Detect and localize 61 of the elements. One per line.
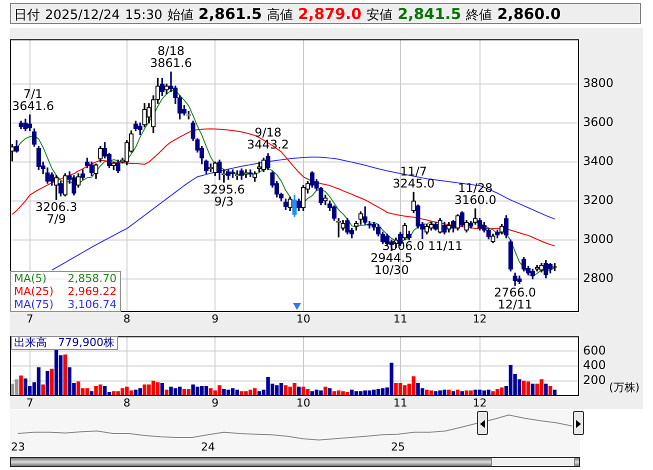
bar: [50, 368, 54, 396]
annotation: 2766.0 12/11: [494, 286, 536, 312]
bar: [54, 349, 58, 396]
chart-title: 出来高 779,900株: [11, 336, 118, 350]
x-tick-label: 8: [123, 312, 130, 326]
y-tick-label: 3000: [583, 232, 614, 246]
y-tick-label: 3200: [583, 193, 614, 208]
bar: [36, 367, 40, 396]
bar: [63, 354, 67, 396]
bar: [412, 376, 416, 396]
x-tick-label: 8: [123, 396, 130, 410]
bar: [394, 382, 398, 396]
x-tick-label: 12: [472, 396, 487, 410]
annotation: 2944.5 10/30: [370, 250, 413, 277]
bar: [19, 375, 23, 396]
text: MA(25): [14, 285, 54, 298]
annotation: 8/18 3861.6: [150, 44, 192, 70]
bar: [222, 388, 226, 396]
bar: [24, 378, 28, 396]
x-tick-label: 7: [26, 312, 34, 326]
y-tick-label: 600: [583, 343, 606, 358]
annotation: 7/1 3641.6: [12, 87, 54, 114]
annotation: 3206.3 7/9: [35, 200, 78, 226]
text: MA(5): [14, 272, 47, 285]
annotation: 2,969.22: [68, 285, 117, 298]
x-tick-label: 11: [393, 396, 408, 410]
y-axis-title: (万株): [609, 380, 640, 395]
y-tick-label: 2800: [583, 271, 614, 285]
bar: [486, 390, 490, 396]
bar: [522, 380, 526, 396]
annotation: 3,106.74: [68, 298, 117, 311]
text: MA(75): [14, 298, 54, 311]
bar: [169, 386, 173, 396]
annotation: 11/7 3245.0: [392, 164, 435, 190]
x-tick-label: 11: [393, 312, 408, 326]
annotation: 3295.6 9/3: [202, 182, 245, 208]
bar: [14, 379, 18, 396]
bar: [292, 382, 296, 396]
y-tick-label: 3800: [583, 76, 614, 90]
bar: [46, 371, 50, 396]
y-tick-label: 400: [583, 358, 606, 372]
bar: [390, 362, 394, 396]
x-tick-label: 12: [472, 312, 487, 326]
y-tick-label: 3600: [583, 115, 614, 130]
annotation: 2,858.70: [68, 272, 117, 285]
x-tick-label: 10: [296, 396, 310, 410]
bar: [218, 385, 222, 396]
bar: [540, 379, 544, 396]
bar: [156, 382, 160, 396]
x-tick-label: 24: [200, 440, 215, 454]
y-tick-label: 200: [583, 373, 606, 388]
x-tick-label: 9: [212, 396, 219, 410]
x-tick-label: 7: [26, 396, 34, 410]
bar: [491, 391, 495, 396]
x-tick-label: 10: [296, 312, 310, 326]
x-tick-label: 23: [11, 440, 25, 454]
chart-title: 日付 2025/12/24 15:30 始値 2,861.5 高値 2,879.0 安値 2,841.5 終値 2,860.0: [14, 5, 561, 23]
bar: [416, 382, 420, 396]
x-tick-label: 25: [390, 440, 405, 454]
x-tick-label: 9: [212, 312, 219, 326]
y-tick-label: 3400: [583, 154, 614, 168]
